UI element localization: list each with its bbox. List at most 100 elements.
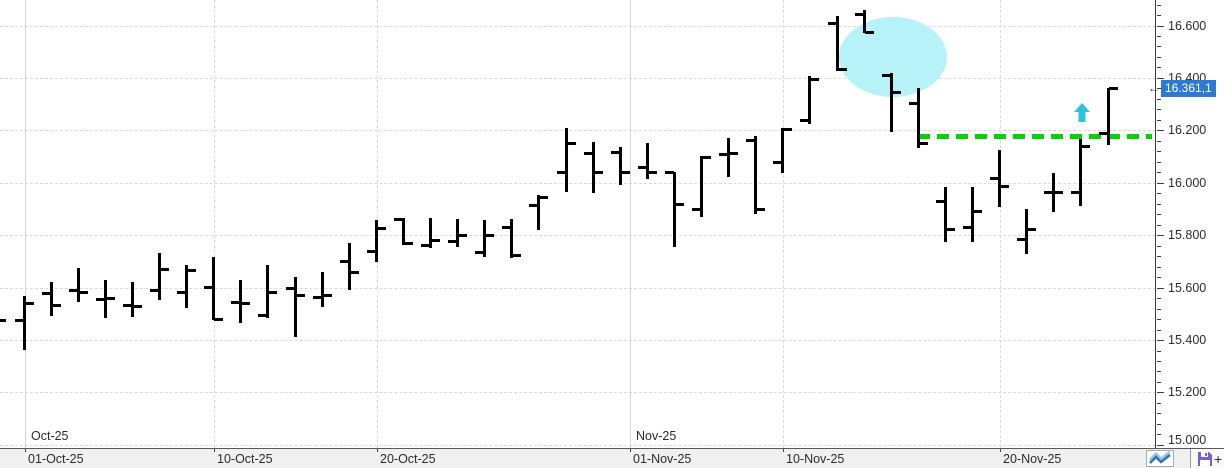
ohlc-bar xyxy=(564,128,568,193)
ohlc-bar xyxy=(808,75,812,125)
ohlc-open-tick xyxy=(122,304,132,308)
ohlc-close-tick xyxy=(376,226,386,230)
new-chart-tab-button[interactable]: + xyxy=(1214,450,1223,467)
ohlc-close-tick xyxy=(431,238,440,242)
ohlc-close-tick xyxy=(241,302,251,306)
price-minor-tick xyxy=(1157,402,1161,404)
price-major-tick xyxy=(1157,235,1164,237)
price-gridline xyxy=(0,182,1155,184)
ohlc-open-tick xyxy=(990,176,1000,180)
date-gridline xyxy=(214,0,215,448)
ohlc-bar xyxy=(239,279,243,324)
ohlc-close-tick xyxy=(810,78,820,82)
ohlc-open-tick xyxy=(1044,191,1054,195)
ohlc-open-tick xyxy=(610,150,620,154)
ohlc-close-tick xyxy=(187,268,197,272)
buy-signal-up-arrow-annotation[interactable] xyxy=(1073,103,1091,128)
ohlc-bar xyxy=(1052,173,1056,213)
ohlc-open-tick xyxy=(1098,131,1108,135)
ohlc-close-tick xyxy=(837,67,847,71)
ohlc-open-tick xyxy=(881,73,891,77)
price-minor-tick xyxy=(1157,434,1161,436)
ohlc-bar xyxy=(266,265,270,318)
price-minor-tick xyxy=(1157,46,1161,48)
ohlc-close-tick xyxy=(864,30,874,34)
month-separator-line xyxy=(630,0,631,448)
price-minor-tick xyxy=(1157,161,1161,163)
price-minor-tick xyxy=(1157,413,1161,415)
date-tick xyxy=(630,449,631,452)
price-minor-tick xyxy=(1157,256,1161,258)
price-minor-tick xyxy=(1157,203,1161,205)
date-axis-label: 10-Nov-25 xyxy=(786,452,845,466)
ohlc-bar xyxy=(158,252,161,301)
ohlc-open-tick xyxy=(692,207,701,211)
ohlc-close-tick xyxy=(674,202,684,206)
price-major-tick xyxy=(1157,340,1164,342)
ohlc-bar xyxy=(347,243,351,291)
ohlc-open-tick xyxy=(204,285,214,289)
price-axis-label: 15.600 xyxy=(1168,280,1207,295)
ohlc-bar xyxy=(1025,209,1029,255)
ohlc-bar xyxy=(754,136,758,215)
chart-plot-area[interactable]: Oct-25 Nov-25 xyxy=(0,0,1156,448)
support-level-dashed-line-annotation[interactable] xyxy=(918,134,1152,139)
price-minor-tick xyxy=(1157,67,1161,69)
ohlc-close-tick xyxy=(647,171,657,175)
ohlc-close-tick xyxy=(24,301,34,305)
zigzag-chart-icon xyxy=(1148,450,1171,467)
ohlc-bar xyxy=(429,218,432,249)
ohlc-bar xyxy=(510,218,514,259)
ohlc-open-tick xyxy=(177,290,187,294)
ohlc-close-tick xyxy=(51,303,61,307)
month-label: Oct-25 xyxy=(31,429,69,443)
price-minor-tick xyxy=(1157,109,1161,111)
ohlc-close-tick xyxy=(322,294,332,298)
price-axis[interactable]: ← 16.361,1 16.600 16.400 16.200 16.000 15.80… xyxy=(1148,0,1224,448)
chart-type-zigzag-button[interactable] xyxy=(1146,450,1174,467)
ohlc-open-tick xyxy=(1071,190,1081,194)
price-axis-label: 15.400 xyxy=(1168,333,1207,348)
ohlc-bar xyxy=(835,15,839,72)
price-minor-tick xyxy=(1157,56,1161,58)
date-axis-label: 01-Oct-25 xyxy=(28,452,84,466)
ohlc-bar xyxy=(1106,87,1110,145)
ohlc-close-tick xyxy=(539,196,549,200)
ohlc-close-tick xyxy=(1108,87,1118,91)
ohlc-open-tick xyxy=(556,170,566,174)
ohlc-open-tick xyxy=(150,289,159,293)
price-pointer-left-icon: ← xyxy=(1148,81,1160,96)
price-minor-tick xyxy=(1157,329,1161,331)
ohlc-bar xyxy=(943,187,947,242)
save-floppy-icon[interactable] xyxy=(1197,451,1213,467)
ohlc-close-tick xyxy=(1054,190,1064,194)
bottom-tab-panel: + xyxy=(1190,449,1224,468)
price-minor-tick xyxy=(1157,361,1161,362)
highlight-ellipse-annotation[interactable] xyxy=(839,17,947,97)
ohlc-close-tick xyxy=(1000,184,1010,188)
ohlc-bar xyxy=(889,72,893,132)
month-separator-line xyxy=(25,0,26,448)
ohlc-open-tick xyxy=(41,291,51,295)
ohlc-bar xyxy=(781,127,785,173)
price-major-tick xyxy=(1157,444,1164,446)
ohlc-bar xyxy=(727,138,731,177)
price-major-tick xyxy=(1157,287,1164,289)
price-axis-label: 16.600 xyxy=(1168,18,1207,33)
ohlc-close-tick xyxy=(729,151,739,155)
time-axis-strip[interactable]: + 01-Oct-25 10-Oct-25 20-Oct-25 01-Nov-25 10… xyxy=(0,448,1224,468)
price-minor-tick xyxy=(1157,88,1161,90)
ohlc-close-tick xyxy=(349,270,359,274)
date-tick xyxy=(25,449,26,452)
price-minor-tick xyxy=(1157,381,1161,383)
date-tick xyxy=(1000,449,1001,452)
ohlc-close-tick xyxy=(620,171,630,175)
date-tick xyxy=(214,449,215,452)
price-gridline xyxy=(0,235,1155,237)
ohlc-open-tick xyxy=(773,160,783,164)
ohlc-open-tick xyxy=(393,217,403,221)
ohlc-open-tick xyxy=(800,118,810,122)
ohlc-close-tick xyxy=(78,290,88,294)
ohlc-close-tick xyxy=(783,128,793,132)
